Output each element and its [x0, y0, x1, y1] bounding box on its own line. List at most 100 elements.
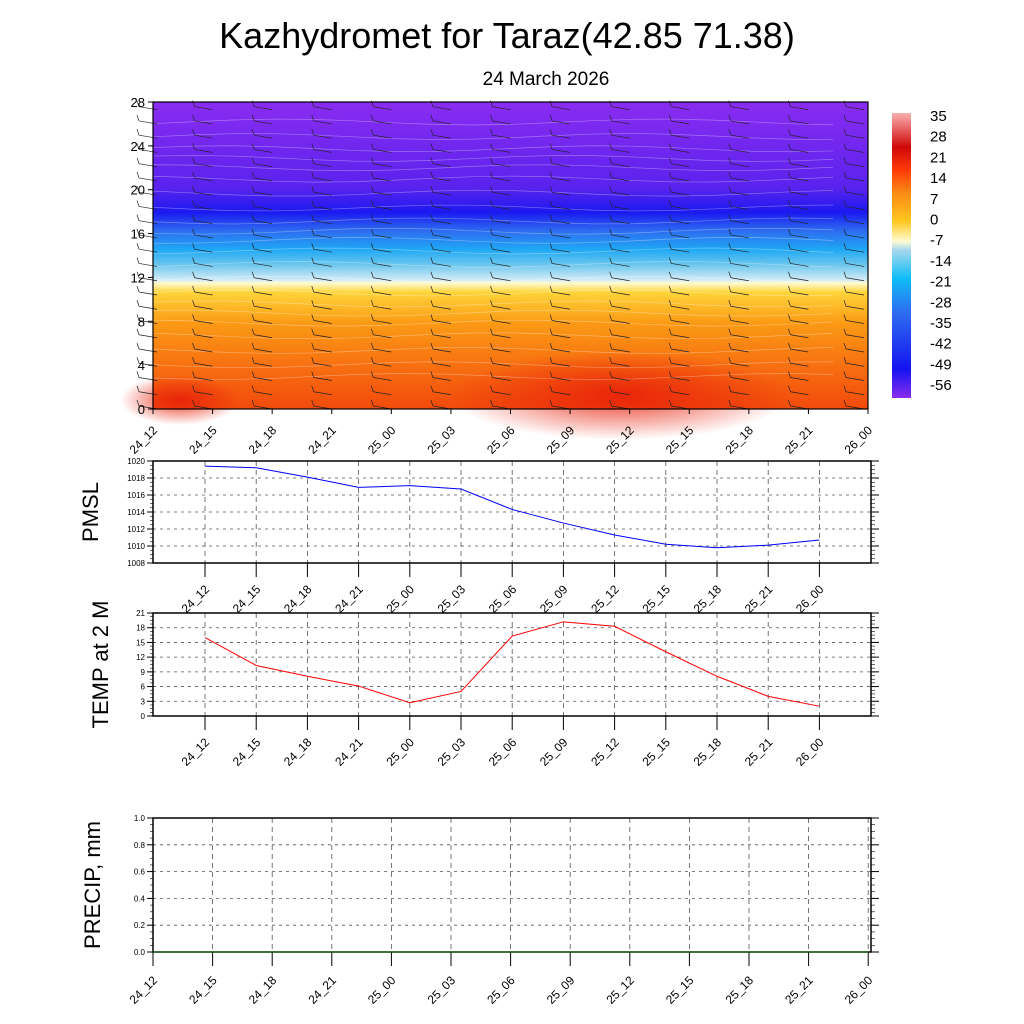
wind-barb [192, 271, 213, 282]
wind-barb [136, 328, 158, 339]
colorbar-label: -42 [930, 336, 952, 353]
wind-barb [549, 271, 571, 282]
wind-barb [371, 228, 392, 239]
wind-barb [609, 228, 630, 239]
wind-barb [728, 328, 749, 339]
x-tick-label: 26_00 [842, 973, 876, 1007]
isotherm [152, 300, 834, 308]
wind-barb [251, 186, 273, 196]
wind-barb [728, 357, 749, 367]
x-tick-label: 24_21 [332, 582, 366, 616]
y-tick-label: 1008 [127, 559, 145, 568]
wind-barb [843, 143, 865, 153]
wind-barb [728, 143, 749, 153]
wind-barb [549, 200, 571, 210]
wind-barb [371, 328, 392, 339]
y-tick-label: 1.0 [134, 814, 146, 823]
isotherm [152, 373, 834, 380]
wind-barb [192, 371, 213, 381]
wind-barb [843, 342, 865, 353]
wind-barb [490, 271, 511, 282]
wind-barb [668, 228, 690, 239]
y-tick-label: 1016 [127, 491, 145, 500]
wind-barb [490, 114, 511, 125]
wind-barb [490, 357, 511, 367]
chart-title: Kazhydromet for Taraz(42.85 71.38) [219, 15, 795, 56]
wind-barb [668, 171, 690, 182]
wind-barb [490, 186, 511, 196]
wind-barb [549, 157, 571, 168]
wind-barb [251, 271, 273, 282]
wind-barb [788, 328, 809, 339]
wind-barb [728, 342, 749, 353]
wind-barb [843, 385, 865, 396]
isotherm [152, 347, 834, 354]
wind-barb [251, 257, 273, 267]
wind-barb [192, 114, 213, 125]
wind-barb [668, 143, 690, 153]
wind-barb [788, 114, 809, 125]
wind-barb [251, 385, 273, 396]
wind-barb [788, 143, 809, 153]
wind-barb [609, 171, 630, 182]
wind-barb [251, 285, 273, 296]
wind-barb [430, 114, 451, 125]
wind-barb [311, 157, 332, 168]
wind-barb [371, 285, 392, 296]
wind-barb [192, 214, 213, 225]
wind-barb [430, 342, 451, 353]
wind-barb [371, 129, 392, 139]
isotherm [152, 164, 834, 172]
wind-barb [371, 243, 392, 253]
wind-barb [549, 300, 571, 310]
wind-barb [192, 157, 213, 168]
x-tick-label: 24_15 [230, 735, 264, 769]
wind-barb [728, 157, 749, 168]
y-tick-label: 0 [138, 402, 145, 417]
wind-barb [609, 314, 630, 324]
wind-barb [192, 186, 213, 196]
wind-barb [668, 243, 690, 253]
wind-barb [430, 171, 451, 182]
wind-barb [251, 114, 273, 125]
colorbar-label: -7 [930, 232, 943, 249]
wind-barb [136, 143, 158, 153]
wind-barb [843, 214, 865, 225]
wind-barb [136, 157, 158, 168]
wind-barb [311, 257, 332, 267]
wind-barb [251, 143, 273, 153]
wind-barb [311, 129, 332, 139]
wind-barb [311, 357, 332, 367]
y-tick-label: 8 [138, 314, 145, 329]
x-tick-label: 25_03 [425, 973, 459, 1007]
wind-barb [843, 243, 865, 253]
wind-barb [430, 385, 451, 396]
wind-barb [728, 214, 749, 225]
wind-barb [609, 186, 630, 196]
wind-barb [843, 114, 865, 125]
wind-barb [843, 300, 865, 310]
x-tick-label: 24_18 [246, 423, 280, 457]
isotherm [152, 227, 834, 235]
wind-barb [251, 243, 273, 253]
wind-barb [311, 385, 332, 396]
wind-barb [192, 300, 213, 310]
wind-barb [192, 200, 213, 210]
x-tick-label: 24_12 [127, 423, 161, 457]
wind-barb [728, 300, 749, 310]
wind-barb [136, 129, 158, 139]
wind-barb [788, 314, 809, 324]
wind-barb [430, 200, 451, 210]
wind-barb [843, 200, 865, 210]
plot-frame [152, 817, 872, 953]
colorbar-label: -35 [930, 315, 952, 332]
wind-barb [371, 186, 392, 196]
wind-barb [788, 371, 809, 381]
y-tick-label: 6 [141, 683, 146, 692]
y-tick-label: 1014 [127, 508, 145, 517]
wind-barb [728, 228, 749, 239]
isotherm [152, 309, 834, 317]
wind-barb [371, 143, 392, 153]
isotherm [152, 275, 834, 283]
y-tick-label: 0.2 [134, 921, 146, 930]
